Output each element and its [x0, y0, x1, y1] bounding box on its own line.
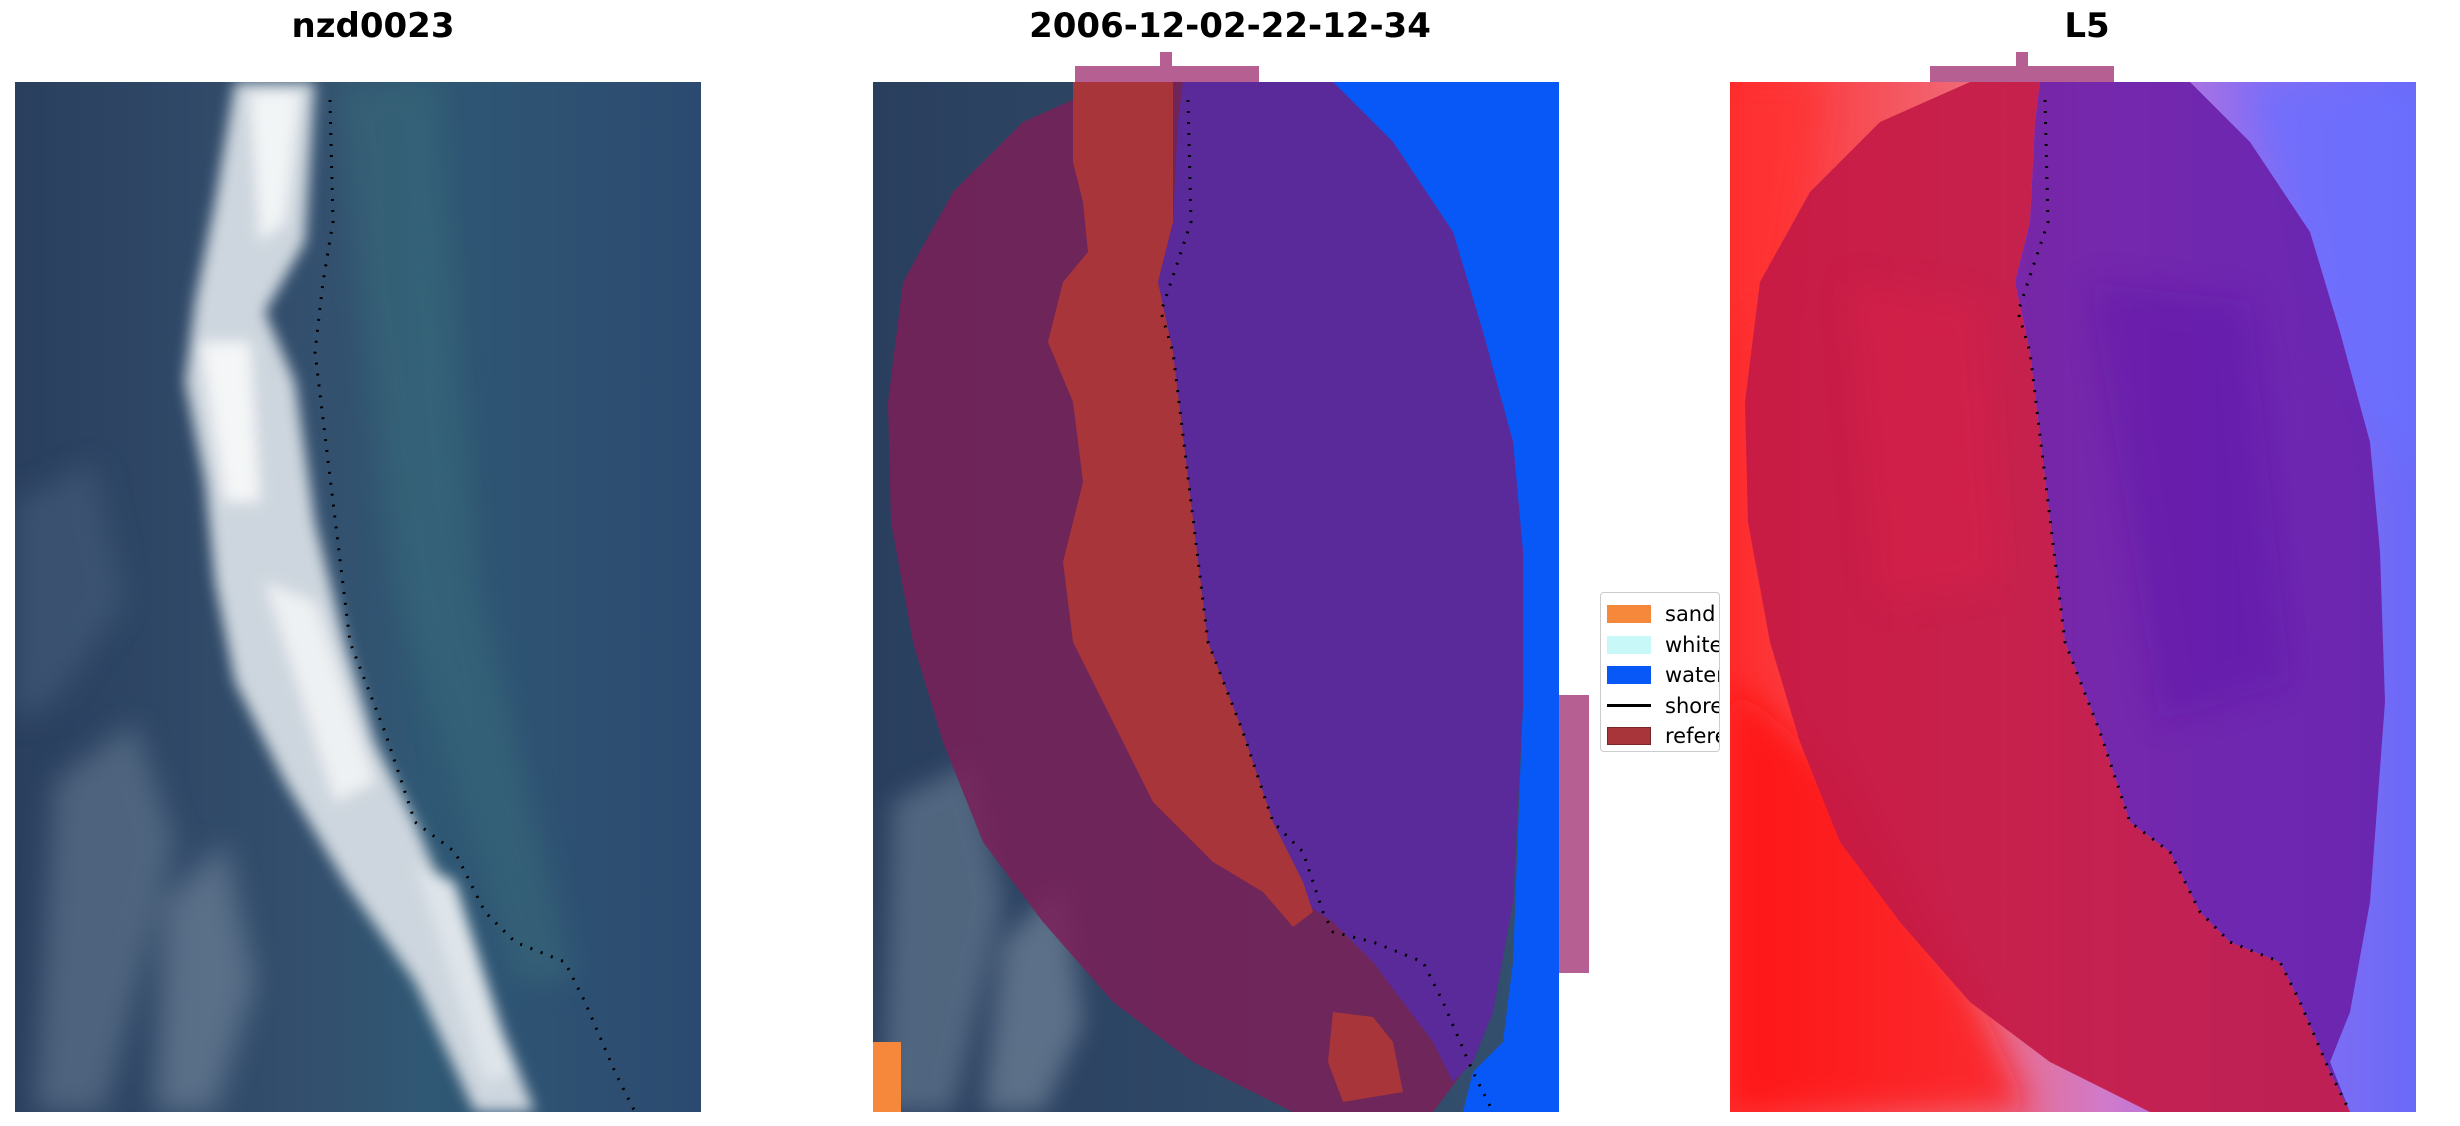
legend-item-water: water: [1607, 660, 1719, 691]
legend-item-reference: reference: [1607, 721, 1719, 751]
legend-label: shoreline: [1665, 693, 1719, 718]
water-swatch: [1607, 666, 1651, 685]
mask-overhang-top-middle-tick: [1160, 52, 1172, 68]
probability-image: [1730, 82, 2416, 1112]
sand-class-region: [873, 1042, 901, 1112]
legend-label: reference: [1665, 724, 1719, 749]
legend-label: water: [1665, 663, 1720, 688]
mask-overhang-top-right-tick: [2016, 52, 2028, 68]
probability-panel: [1730, 82, 2416, 1112]
mask-overhang-top-right: [1930, 66, 2114, 82]
panel-title-classification: 2006-12-02-22-12-34: [1029, 6, 1431, 46]
classification-image: [873, 82, 1559, 1112]
shoreline-line: [313, 99, 637, 1112]
water-class-region: [1288, 82, 1559, 1112]
reference-swatch: [1607, 727, 1651, 746]
satellite-image-panel: [15, 82, 701, 1112]
panel-title-image: nzd0023: [291, 6, 455, 46]
legend-label: sand: [1665, 602, 1716, 627]
reference-region-small: [1328, 1012, 1403, 1102]
legend-item-sand: sand: [1607, 599, 1719, 630]
water-mask-region: [1158, 82, 1523, 1082]
classification-panel: [873, 82, 1559, 1112]
legend-item-shoreline: shoreline: [1607, 691, 1719, 722]
whitewater-swatch: [1607, 635, 1651, 654]
satellite-image: [15, 82, 701, 1112]
reference-region: [1048, 82, 1313, 927]
sand-swatch: [1607, 605, 1651, 624]
mask-overhang-top-middle: [1075, 66, 1259, 82]
panel-title-probability: L5: [2064, 6, 2110, 46]
shoreline-swatch: [1607, 704, 1651, 708]
mask-overhang-right-middle: [1559, 695, 1589, 973]
